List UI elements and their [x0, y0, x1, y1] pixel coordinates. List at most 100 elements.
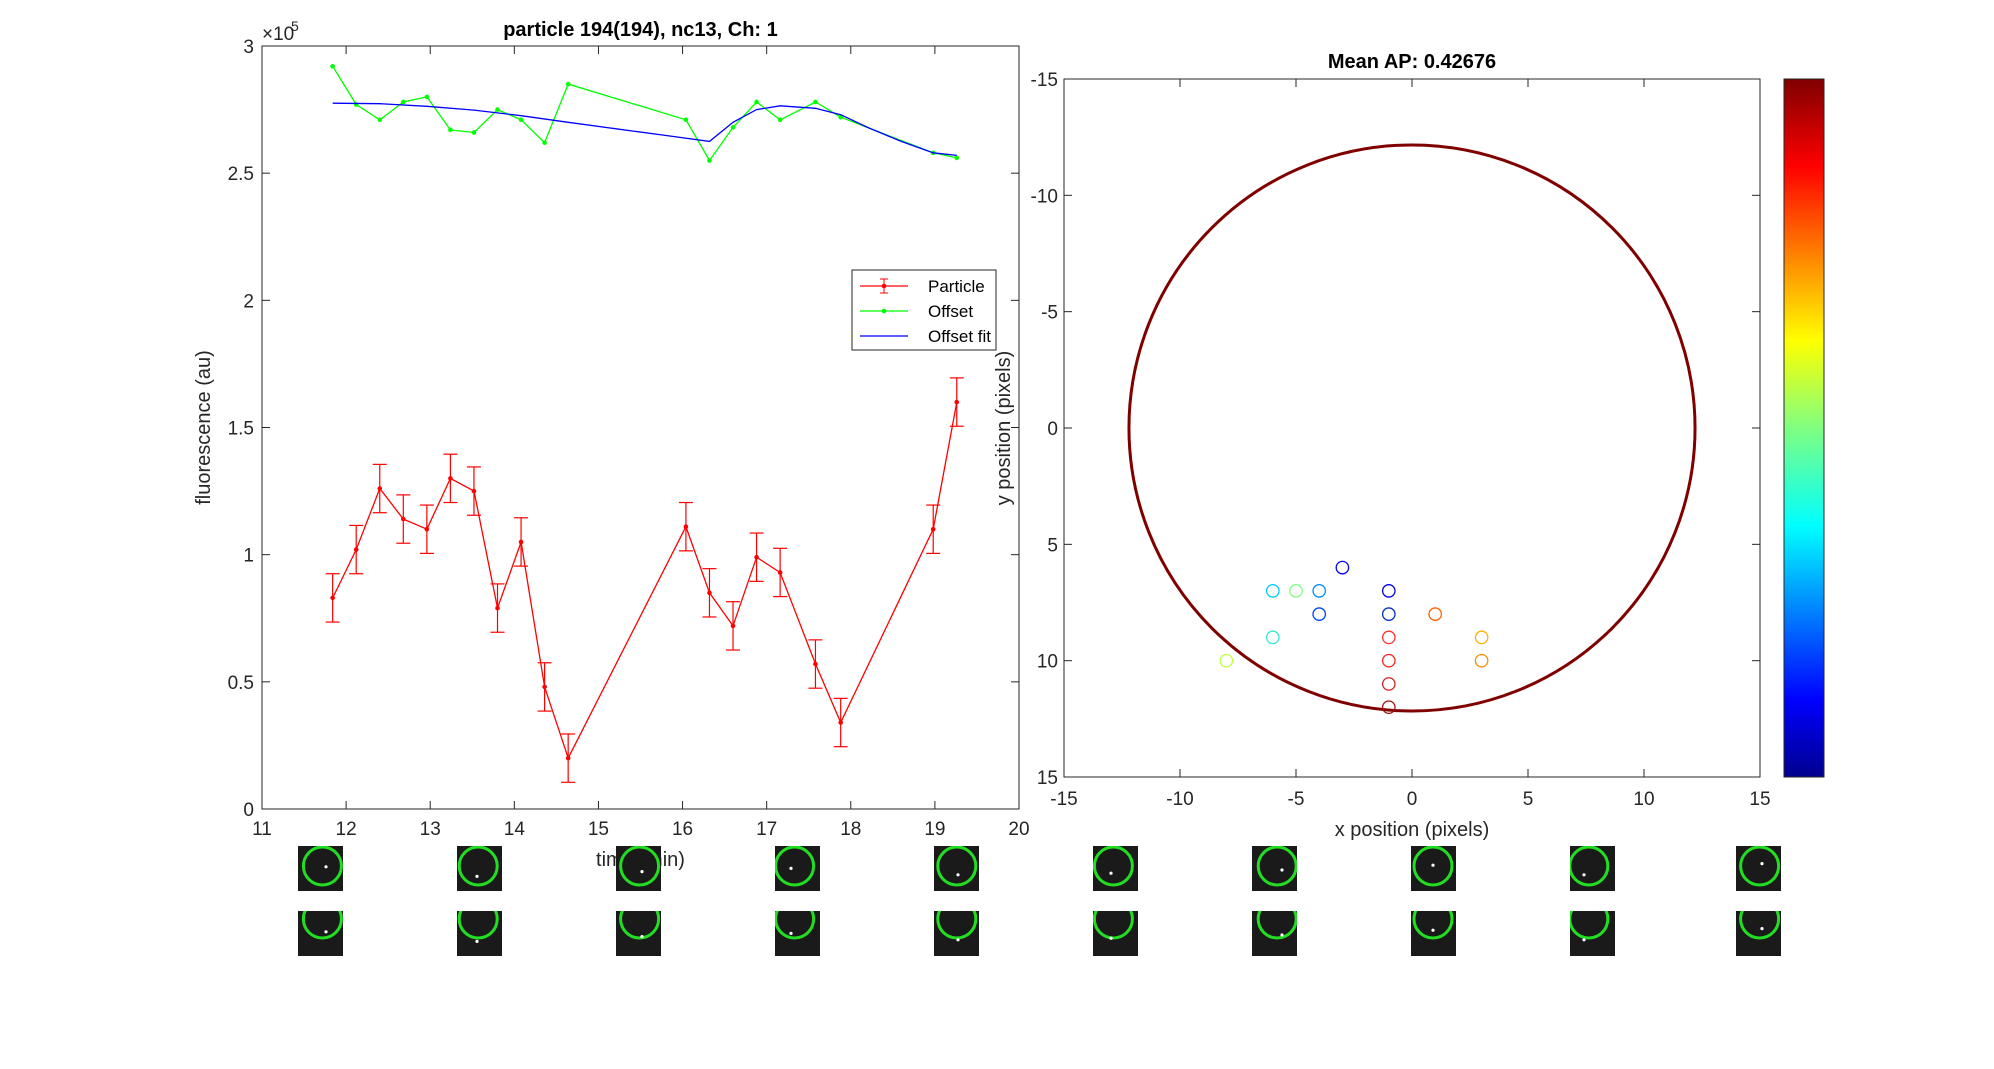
data-point [495, 107, 500, 112]
data-point [954, 155, 960, 161]
data-point [565, 81, 571, 87]
thumbnail [457, 846, 502, 891]
thumbnail-spot [1582, 938, 1586, 942]
x-tick-label: 18 [840, 819, 861, 840]
colorbar-bar [1783, 78, 1825, 778]
legend-marker [881, 308, 887, 314]
x-tick-label: 16 [672, 819, 693, 840]
thumbnail-spot [956, 873, 960, 877]
scatter-point [1381, 607, 1396, 621]
thumbnail-content [301, 846, 343, 887]
data-point [930, 526, 936, 532]
legend-marker [881, 283, 887, 289]
data-point [777, 570, 783, 575]
data-point [683, 117, 689, 123]
thumbnail-spot [640, 870, 644, 874]
data-point [330, 595, 335, 601]
boundary-circle [1127, 143, 1697, 713]
scatter-point [1474, 630, 1489, 645]
x-tick-label: 13 [420, 819, 441, 840]
thumbnail-ring [1093, 911, 1134, 940]
thumbnail-content [936, 846, 978, 887]
chart-title: particle 194(194), nc13, Ch: 1 [503, 19, 778, 41]
data-point [518, 539, 524, 545]
thumbnail-strip [298, 846, 1781, 956]
thumbnail [1736, 846, 1781, 891]
scatter-point [1289, 584, 1303, 598]
scatter-point [1381, 630, 1396, 645]
thumbnail-ring [775, 846, 816, 887]
thumbnail-content [775, 911, 816, 940]
series-offset-fit [332, 102, 957, 157]
data-point [330, 64, 335, 69]
thumbnail-ring [1570, 846, 1610, 887]
thumbnail-ring [1739, 911, 1781, 940]
thumbnail-content [619, 846, 661, 887]
thumbnail-content [1093, 911, 1134, 940]
series-line [332, 102, 957, 157]
data-point [777, 117, 783, 123]
scatter-points [1219, 560, 1489, 715]
x-tick-label: -10 [1166, 789, 1193, 810]
thumbnail [298, 846, 343, 891]
thumbnail-spot [324, 930, 328, 934]
thumbnail [616, 911, 661, 956]
thumbnail-ring [457, 911, 499, 940]
scatter-point [1312, 584, 1327, 598]
thumbnail-spot [1760, 862, 1764, 866]
thumbnail-content [1739, 846, 1781, 887]
data-point [565, 755, 571, 761]
data-point [683, 524, 689, 529]
thumbnail-content [1256, 846, 1297, 887]
data-point [707, 158, 712, 163]
thumbnail [616, 846, 661, 891]
y-tick-label: -5 [1041, 303, 1058, 324]
chart-title: Mean AP: 0.42676 [1328, 51, 1496, 73]
thumbnail [934, 911, 979, 956]
thumbnail [298, 911, 343, 956]
thumbnail-spot [1431, 928, 1435, 932]
data-point [954, 399, 960, 405]
fluorescence-plot: 11 12 13 14 15 16 17 18 19 20 0 0.5 1 1.5 2 2.5 3 ×105 par… [193, 18, 1030, 871]
legend-item: Particle [860, 277, 985, 296]
thumbnail [775, 911, 820, 956]
thumbnail-ring [775, 911, 816, 940]
legend-label: Particle [928, 277, 985, 296]
scatter-point [1265, 584, 1280, 598]
thumbnail-spot [1582, 873, 1586, 877]
thumbnail-content [1093, 846, 1134, 887]
plot-area [1063, 78, 1761, 778]
series-offset [330, 64, 960, 163]
y-tick-label: 15 [1037, 768, 1058, 789]
thumbnail-content [619, 911, 661, 940]
plot-area [261, 45, 1020, 810]
data-point [542, 684, 547, 690]
thumbnail-content [457, 911, 499, 944]
legend-box [851, 269, 997, 351]
y-tick-label: 0 [243, 800, 254, 821]
thumbnail-spot [1431, 863, 1435, 867]
legend-item: Offset [860, 302, 973, 321]
scatter-point [1265, 630, 1280, 645]
thumbnail-ring [619, 846, 661, 887]
colorbar [1783, 78, 1825, 778]
thumbnail-content [301, 911, 343, 940]
data-point [518, 117, 524, 123]
data-point [813, 99, 818, 105]
x-tick-label: -15 [1050, 789, 1077, 810]
scatter-point [1312, 607, 1327, 621]
thumbnail-ring [936, 846, 978, 887]
series-line [332, 401, 958, 760]
scatter-point [1335, 560, 1350, 575]
thumbnail [1570, 911, 1615, 956]
x-tick-label: 0 [1407, 789, 1418, 810]
x-tick-label: 15 [1749, 789, 1770, 810]
data-point [401, 99, 406, 105]
thumbnail-background [934, 911, 979, 956]
thumbnail-content [1412, 911, 1454, 940]
data-point [377, 117, 383, 123]
thumbnail-spot [640, 935, 644, 939]
thumbnail-spot [475, 939, 479, 944]
scatter-point [1219, 653, 1234, 668]
